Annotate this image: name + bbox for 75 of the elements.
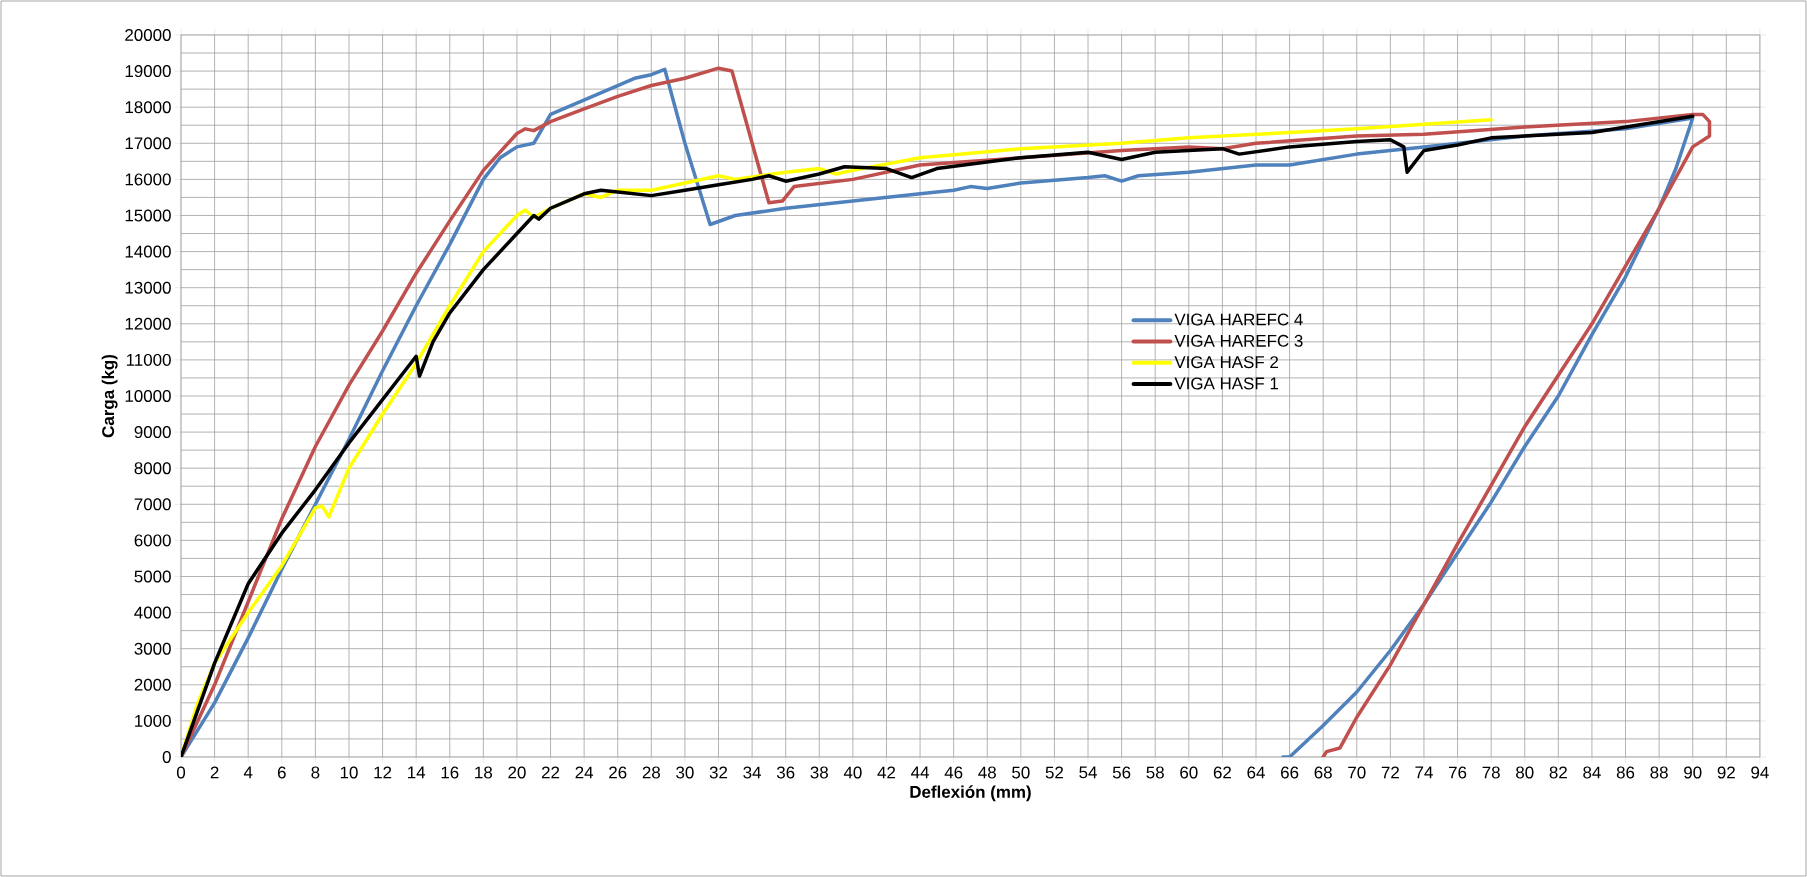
x-tick-label: 4 — [243, 766, 253, 779]
x-tick-label: 44 — [911, 766, 929, 779]
x-tick-label: 50 — [1012, 766, 1030, 779]
x-tick-label: 6 — [277, 766, 286, 779]
legend-label: VIGA HASF 2 — [1174, 356, 1278, 369]
x-tick-label: 62 — [1213, 766, 1231, 779]
x-tick-label: 22 — [541, 766, 560, 779]
y-tick-label: 7000 — [134, 498, 171, 511]
x-tick-label: 68 — [1314, 766, 1332, 779]
x-tick-label: 56 — [1112, 766, 1131, 779]
y-tick-label: 4000 — [134, 606, 171, 619]
x-tick-label: 76 — [1449, 766, 1467, 779]
y-tick-label: 5000 — [134, 570, 171, 583]
x-tick-label: 90 — [1684, 766, 1702, 779]
x-tick-label: 28 — [642, 766, 660, 779]
x-tick-label: 32 — [709, 766, 728, 779]
y-tick-label: 10000 — [125, 389, 171, 402]
x-tick-label: 54 — [1079, 766, 1097, 779]
x-tick-label: 10 — [340, 766, 358, 779]
y-tick-label: 9000 — [134, 426, 171, 439]
y-tick-label: 3000 — [134, 642, 171, 655]
x-tick-label: 78 — [1482, 766, 1500, 779]
x-tick-label: 80 — [1516, 766, 1534, 779]
y-tick-label: 11000 — [126, 353, 171, 366]
x-tick-label: 8 — [311, 766, 320, 779]
y-tick-label: 6000 — [134, 534, 171, 547]
y-tick-label: 17000 — [125, 137, 171, 150]
x-tick-label: 26 — [609, 766, 627, 779]
x-tick-label: 86 — [1616, 766, 1635, 779]
legend-label: VIGA HASF 1 — [1174, 377, 1279, 390]
y-tick-label: 12000 — [125, 317, 171, 330]
x-tick-label: 42 — [877, 766, 896, 779]
y-tick-label: 15000 — [125, 209, 171, 222]
x-tick-label: 60 — [1180, 766, 1198, 779]
y-tick-label: 13000 — [125, 281, 171, 294]
x-tick-label: 0 — [176, 766, 186, 779]
y-tick-label: 2000 — [134, 678, 171, 691]
x-tick-label: 52 — [1045, 766, 1063, 779]
x-tick-label: 14 — [408, 766, 426, 779]
x-tick-label: 48 — [978, 766, 996, 779]
x-tick-label: 84 — [1583, 766, 1601, 779]
x-tick-label: 34 — [743, 766, 762, 779]
y-tick-label: 16000 — [125, 173, 171, 186]
x-tick-label: 16 — [441, 766, 459, 779]
y-tick-label: 0 — [162, 750, 171, 763]
y-tick-label: 18000 — [125, 101, 171, 114]
x-tick-label: 30 — [676, 766, 694, 779]
x-tick-label: 88 — [1650, 766, 1668, 779]
x-axis-title: Deflexión (mm) — [910, 785, 1031, 802]
y-tick-label: 1000 — [135, 714, 171, 727]
x-tick-label: 36 — [776, 766, 795, 779]
x-tick-label: 72 — [1381, 766, 1399, 779]
legend-label: VIGA HAREFC 4 — [1174, 313, 1303, 326]
x-tick-label: 46 — [944, 766, 963, 779]
x-tick-label: 66 — [1281, 766, 1299, 779]
y-tick-label: 20000 — [125, 28, 171, 41]
x-tick-label: 92 — [1717, 766, 1735, 779]
x-tick-label: 2 — [210, 766, 219, 779]
x-tick-label: 20 — [508, 766, 526, 779]
x-tick-label: 12 — [374, 766, 392, 779]
legend-label: VIGA HAREFC 3 — [1174, 334, 1303, 347]
x-tick-label: 82 — [1549, 766, 1567, 779]
x-tick-label: 58 — [1146, 766, 1164, 779]
x-tick-label: 70 — [1348, 766, 1366, 779]
y-tick-label: 14000 — [125, 245, 171, 258]
x-tick-label: 64 — [1247, 766, 1265, 779]
y-axis-title: Carga (kg) — [101, 354, 118, 438]
y-tick-label: 19000 — [125, 65, 171, 78]
x-tick-label: 24 — [575, 766, 594, 779]
y-tick-label: 8000 — [134, 462, 171, 475]
x-tick-label: 74 — [1415, 766, 1433, 779]
x-tick-label: 40 — [843, 766, 862, 779]
x-tick-label: 94 — [1751, 766, 1769, 779]
x-tick-label: 18 — [475, 766, 493, 779]
x-tick-label: 38 — [810, 766, 828, 779]
